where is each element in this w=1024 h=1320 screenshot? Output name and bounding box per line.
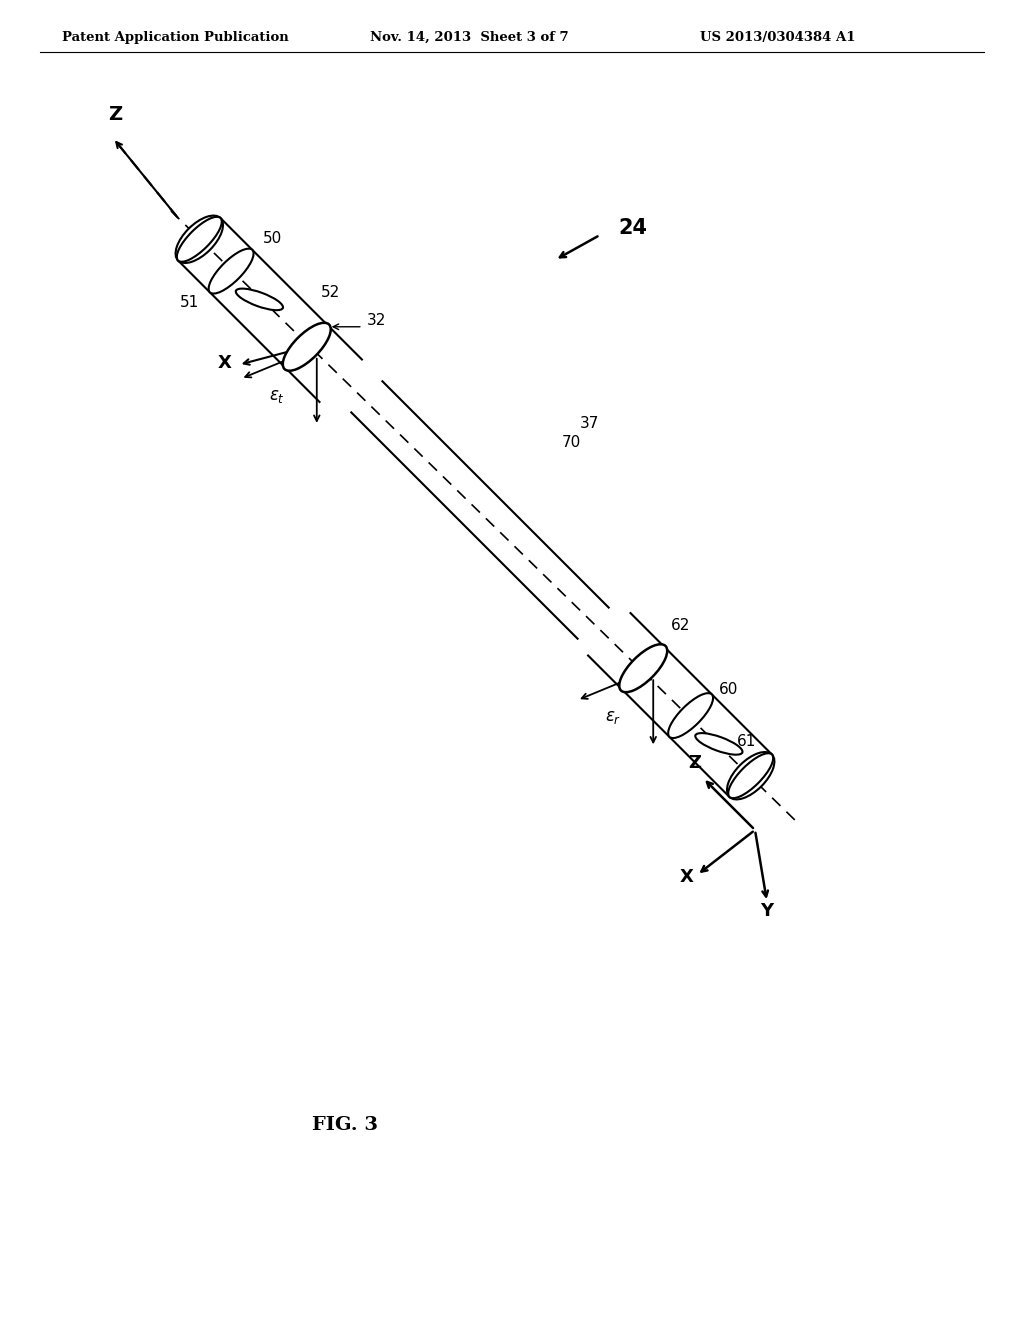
Text: X: X	[218, 354, 231, 372]
Text: $\varepsilon_t$: $\varepsilon_t$	[269, 387, 285, 405]
Text: 50: 50	[263, 231, 283, 246]
Text: 60: 60	[719, 681, 738, 697]
Ellipse shape	[236, 289, 283, 310]
Text: 51: 51	[179, 296, 199, 310]
Ellipse shape	[175, 215, 223, 263]
Text: 61: 61	[737, 734, 757, 748]
Ellipse shape	[209, 248, 254, 293]
Ellipse shape	[283, 323, 331, 371]
Text: Nov. 14, 2013  Sheet 3 of 7: Nov. 14, 2013 Sheet 3 of 7	[370, 30, 568, 44]
Text: Y: Y	[761, 902, 773, 920]
Text: 70: 70	[562, 436, 582, 450]
Ellipse shape	[728, 754, 773, 799]
Text: $\varepsilon_r$: $\varepsilon_r$	[605, 709, 622, 726]
Ellipse shape	[727, 752, 774, 800]
Text: X: X	[680, 869, 694, 886]
Ellipse shape	[620, 644, 668, 692]
Text: 52: 52	[321, 285, 340, 300]
Text: 62: 62	[671, 618, 690, 634]
Text: Z: Z	[688, 754, 701, 772]
Text: Z: Z	[108, 106, 122, 124]
Ellipse shape	[668, 693, 713, 738]
Text: FIG. 3: FIG. 3	[312, 1115, 378, 1134]
Ellipse shape	[177, 216, 222, 261]
Text: Patent Application Publication: Patent Application Publication	[62, 30, 289, 44]
Text: 37: 37	[580, 416, 599, 432]
Ellipse shape	[695, 733, 742, 755]
Text: US 2013/0304384 A1: US 2013/0304384 A1	[700, 30, 855, 44]
Text: 24: 24	[618, 218, 647, 238]
Text: 32: 32	[367, 313, 386, 327]
